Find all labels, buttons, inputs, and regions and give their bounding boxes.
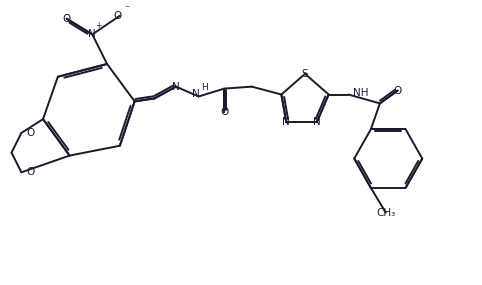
Text: +: + bbox=[95, 21, 102, 30]
Text: O: O bbox=[393, 86, 402, 95]
Text: N: N bbox=[192, 89, 200, 99]
Text: S: S bbox=[302, 69, 308, 79]
Text: N: N bbox=[313, 117, 321, 127]
Text: N: N bbox=[172, 82, 180, 92]
Text: O: O bbox=[63, 14, 71, 24]
Text: O: O bbox=[114, 11, 122, 21]
Text: NH: NH bbox=[353, 87, 369, 97]
Text: ⁻: ⁻ bbox=[125, 4, 130, 14]
Text: O: O bbox=[27, 167, 35, 177]
Text: O: O bbox=[27, 128, 35, 138]
Text: O: O bbox=[220, 107, 228, 117]
Text: H: H bbox=[201, 83, 208, 91]
Text: N: N bbox=[282, 117, 290, 127]
Text: N: N bbox=[88, 29, 96, 39]
Text: CH₃: CH₃ bbox=[376, 208, 395, 218]
